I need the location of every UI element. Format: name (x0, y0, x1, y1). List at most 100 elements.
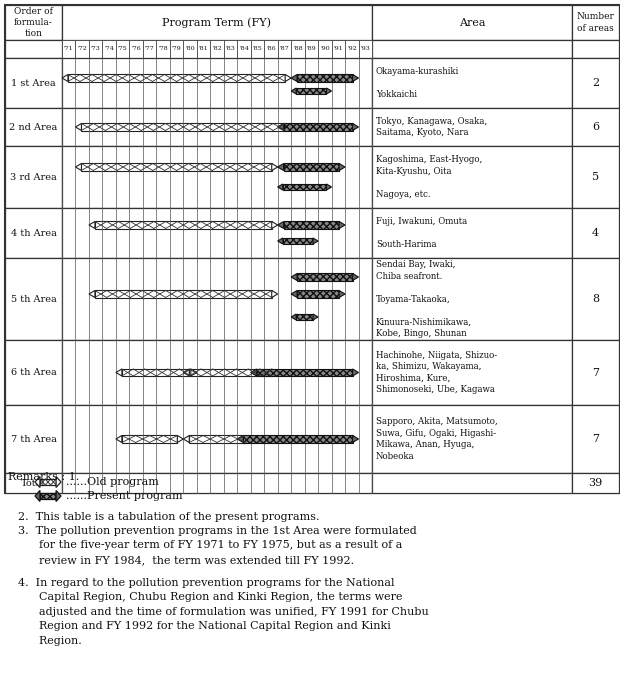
Bar (283, 184, 327, 190)
Text: 7: 7 (592, 434, 599, 444)
Bar (572, 58, 619, 108)
Text: '76: '76 (131, 47, 141, 52)
Text: '77: '77 (144, 47, 154, 52)
Polygon shape (56, 491, 61, 501)
Bar (5, 40, 62, 58)
Bar (5, 208, 62, 258)
Bar (372, 208, 572, 258)
Bar (332, 40, 345, 58)
Text: '89: '89 (306, 47, 316, 52)
Polygon shape (272, 164, 278, 171)
Bar (143, 40, 156, 58)
Bar (264, 40, 278, 58)
Text: '92: '92 (347, 47, 356, 52)
Bar (68, 74, 285, 82)
Text: Sendai Bay, Iwaki,
Chiba seafront.

Toyama-Takaoka,

Kinuura-Nishimikawa,
Kobe, : Sendai Bay, Iwaki, Chiba seafront. Toyam… (376, 260, 472, 338)
Bar (372, 108, 572, 146)
Polygon shape (278, 222, 283, 229)
Bar (296, 87, 327, 94)
Bar (62, 5, 372, 40)
Polygon shape (327, 88, 332, 94)
Bar (237, 40, 250, 58)
Polygon shape (278, 164, 283, 171)
Bar (102, 40, 116, 58)
Bar (372, 340, 572, 405)
Text: '73: '73 (91, 47, 100, 52)
Polygon shape (353, 435, 358, 442)
Bar (572, 340, 619, 405)
Bar (76, 40, 89, 58)
Polygon shape (339, 291, 345, 298)
Polygon shape (339, 222, 345, 229)
Polygon shape (237, 435, 243, 442)
Bar (5, 58, 62, 108)
Bar (372, 5, 572, 40)
Bar (296, 314, 313, 320)
Text: 4: 4 (592, 228, 599, 238)
Bar (304, 40, 318, 58)
Bar (62, 473, 372, 493)
Polygon shape (56, 477, 61, 487)
Polygon shape (89, 291, 95, 298)
Bar (189, 435, 245, 443)
Polygon shape (291, 88, 296, 94)
Bar (572, 258, 619, 340)
Text: '78: '78 (158, 47, 168, 52)
Text: 5 th Area: 5 th Area (11, 294, 56, 303)
Text: Order of
formula-
tion: Order of formula- tion (14, 7, 53, 38)
Bar (572, 405, 619, 473)
Text: '74: '74 (104, 47, 114, 52)
Text: 39: 39 (588, 478, 603, 488)
Bar (318, 40, 332, 58)
Text: 4.  In regard to the pollution prevention programs for the National
      Capita: 4. In regard to the pollution prevention… (18, 578, 429, 646)
Polygon shape (184, 435, 189, 442)
Text: 8: 8 (592, 294, 599, 304)
Bar (358, 40, 372, 58)
Bar (184, 40, 197, 58)
Polygon shape (250, 369, 257, 376)
Bar (5, 340, 62, 405)
Text: '88: '88 (293, 47, 303, 52)
Text: ......Old program: ......Old program (66, 477, 159, 487)
Text: 2 nd Area: 2 nd Area (9, 122, 58, 131)
Text: 5: 5 (592, 172, 599, 182)
Bar (62, 340, 372, 405)
Bar (62, 208, 372, 258)
Text: '93: '93 (360, 47, 370, 52)
Text: Number
of areas: Number of areas (577, 13, 614, 33)
Bar (372, 405, 572, 473)
Bar (297, 290, 339, 298)
Bar (5, 5, 62, 40)
Polygon shape (291, 273, 297, 280)
Text: '90: '90 (320, 47, 330, 52)
Text: 3.  The pollution prevention programs in the 1st Area were formulated
      for : 3. The pollution prevention programs in … (18, 526, 417, 565)
Text: '71: '71 (64, 47, 74, 52)
Bar (283, 238, 313, 244)
Polygon shape (285, 75, 291, 82)
Polygon shape (278, 124, 283, 131)
Bar (572, 208, 619, 258)
Polygon shape (184, 369, 189, 376)
Bar (5, 146, 62, 208)
Bar (197, 40, 210, 58)
Polygon shape (291, 75, 297, 82)
Text: '82: '82 (212, 47, 222, 52)
Polygon shape (291, 314, 296, 320)
Polygon shape (62, 75, 68, 82)
Bar (372, 58, 572, 108)
Bar (130, 40, 143, 58)
Bar (372, 40, 572, 58)
Polygon shape (76, 124, 81, 131)
Bar (62, 40, 76, 58)
Polygon shape (89, 222, 95, 229)
Polygon shape (272, 369, 278, 376)
Text: '81: '81 (198, 47, 208, 52)
Bar (62, 58, 372, 108)
Bar (62, 146, 372, 208)
Bar (62, 405, 372, 473)
Polygon shape (353, 273, 358, 280)
Polygon shape (177, 435, 184, 442)
Polygon shape (272, 291, 278, 298)
Text: '72: '72 (78, 47, 87, 52)
Bar (345, 40, 358, 58)
